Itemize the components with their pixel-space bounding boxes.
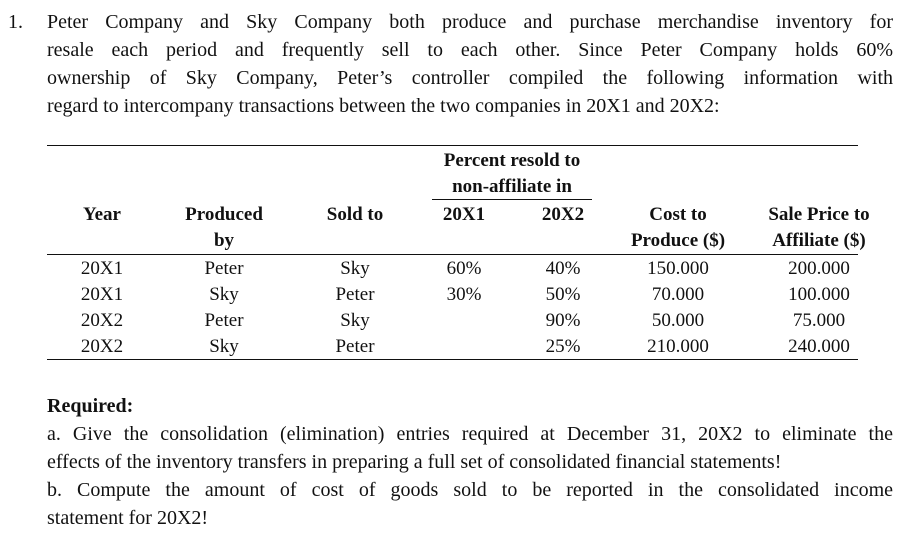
- header-20x2: 20X2: [541, 204, 585, 225]
- table-cell-sale-price: 100.000: [788, 284, 850, 305]
- question-number: 1.: [8, 11, 23, 33]
- header-non-affiliate: non-affiliate in: [452, 176, 572, 197]
- intro-line: ownership of Sky Company, Peter’s contro…: [47, 67, 893, 89]
- table-cell-sold-to: Peter: [335, 336, 375, 357]
- header-percent-resold: Percent resold to: [443, 150, 581, 171]
- table-cell-cost: 150.000: [647, 258, 709, 279]
- part-b-line: statement for 20X2!: [47, 507, 209, 529]
- required-heading: Required:: [47, 395, 134, 417]
- intro-line: resale each period and frequently sell t…: [47, 39, 893, 61]
- intro-line: Peter Company and Sky Company both produ…: [47, 11, 893, 33]
- table-top-rule: [47, 145, 858, 146]
- table-cell-year: 20X2: [80, 310, 124, 331]
- table-cell-cost: 50.000: [651, 310, 705, 331]
- header-cost-to: Cost to: [649, 204, 707, 225]
- table-cell-cost: 70.000: [651, 284, 705, 305]
- header-produced: Produced: [185, 204, 263, 225]
- intro-line: regard to intercompany transactions betw…: [47, 95, 720, 117]
- table-cell-pct-20x2: 90%: [545, 310, 581, 331]
- table-cell-produced-by: Peter: [204, 258, 244, 279]
- header-sale-price: Sale Price to: [768, 204, 870, 225]
- table-cell-pct-20x1: 30%: [446, 284, 482, 305]
- header-produce: Produce ($): [630, 230, 726, 251]
- header-by: by: [213, 230, 235, 251]
- required-part-a: a. Give the consolidation (elimination) …: [47, 420, 893, 476]
- required-part-b: b. Compute the amount of cost of goods s…: [47, 476, 893, 532]
- header-year: Year: [83, 204, 121, 225]
- header-group-rule: [432, 199, 592, 200]
- question-intro: Peter Company and Sky Company both produ…: [47, 8, 893, 120]
- table-cell-sale-price: 200.000: [788, 258, 850, 279]
- table-cell-produced-by: Sky: [209, 284, 239, 305]
- part-a-line: effects of the inventory transfers in pr…: [47, 451, 782, 473]
- table-cell-year: 20X2: [80, 336, 124, 357]
- table-cell-sold-to: Sky: [340, 258, 370, 279]
- header-20x1: 20X1: [442, 204, 486, 225]
- table-cell-cost: 210.000: [647, 336, 709, 357]
- part-a-line: a. Give the consolidation (elimination) …: [47, 423, 893, 445]
- table-cell-pct-20x1: 60%: [446, 258, 482, 279]
- table-cell-sold-to: Peter: [335, 284, 375, 305]
- table-cell-pct-20x2: 50%: [545, 284, 581, 305]
- header-bottom-rule: [47, 254, 858, 255]
- table-cell-year: 20X1: [80, 284, 124, 305]
- part-b-line: b. Compute the amount of cost of goods s…: [47, 479, 893, 501]
- table-cell-sale-price: 240.000: [788, 336, 850, 357]
- table-cell-pct-20x2: 40%: [545, 258, 581, 279]
- table-cell-pct-20x2: 25%: [545, 336, 581, 357]
- table-bottom-rule: [47, 359, 858, 360]
- header-affiliate: Affiliate ($): [772, 230, 866, 251]
- table-cell-year: 20X1: [80, 258, 124, 279]
- table-cell-produced-by: Peter: [204, 310, 244, 331]
- table-cell-sale-price: 75.000: [792, 310, 846, 331]
- header-sold-to: Sold to: [326, 204, 384, 225]
- table-cell-sold-to: Sky: [340, 310, 370, 331]
- table-cell-produced-by: Sky: [209, 336, 239, 357]
